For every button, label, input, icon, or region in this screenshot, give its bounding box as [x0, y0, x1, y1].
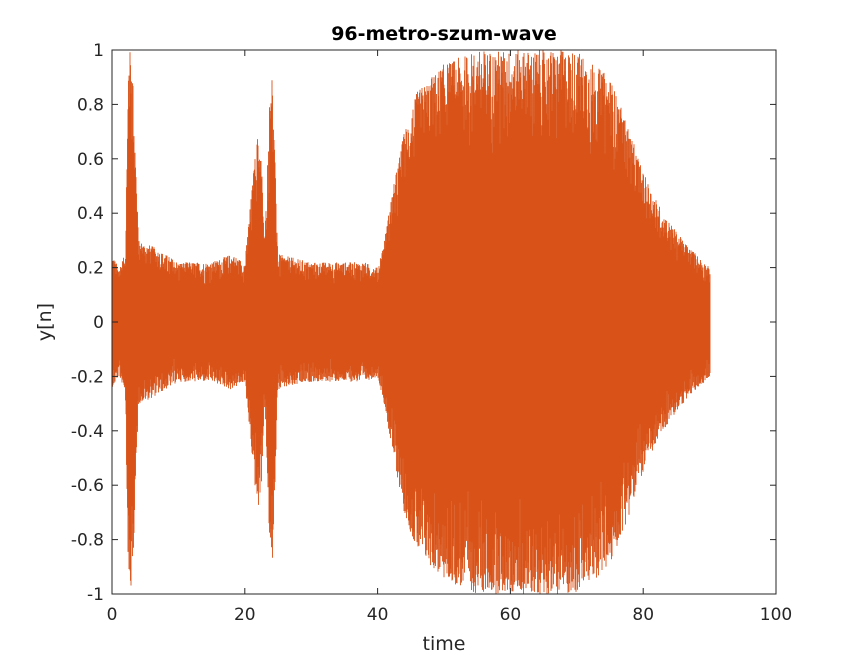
x-tick-label: 0: [107, 605, 118, 625]
y-tick-label: 0.2: [77, 259, 104, 279]
x-tick-label: 20: [234, 605, 256, 625]
chart-title: 96-metro-szum-wave: [331, 23, 557, 45]
axis-ticks: 0 20 40 60 80 100 -1 -0.8 -0.6 -0.4 -0.2 0 0.2 0.4 0.6…: [71, 41, 792, 625]
y-tick-label: 0.4: [77, 204, 104, 224]
y-tick-label: 0: [93, 313, 104, 333]
y-tick-label: 0.8: [77, 95, 104, 115]
y-tick-label: -0.4: [71, 422, 104, 442]
x-axis-label: time: [423, 633, 466, 655]
x-tick-label: 60: [500, 605, 522, 625]
x-tick-label: 100: [760, 605, 792, 625]
x-tick-label: 80: [632, 605, 654, 625]
y-tick-label: -0.6: [71, 476, 104, 496]
y-tick-label: -0.2: [71, 367, 104, 387]
y-tick-label: -0.8: [71, 531, 104, 551]
y-tick-label: 0.6: [77, 150, 104, 170]
y-tick-label: 1: [93, 41, 104, 61]
x-tick-label: 40: [367, 605, 389, 625]
y-tick-label: -1: [87, 585, 104, 605]
y-axis-label: y[n]: [34, 303, 56, 341]
